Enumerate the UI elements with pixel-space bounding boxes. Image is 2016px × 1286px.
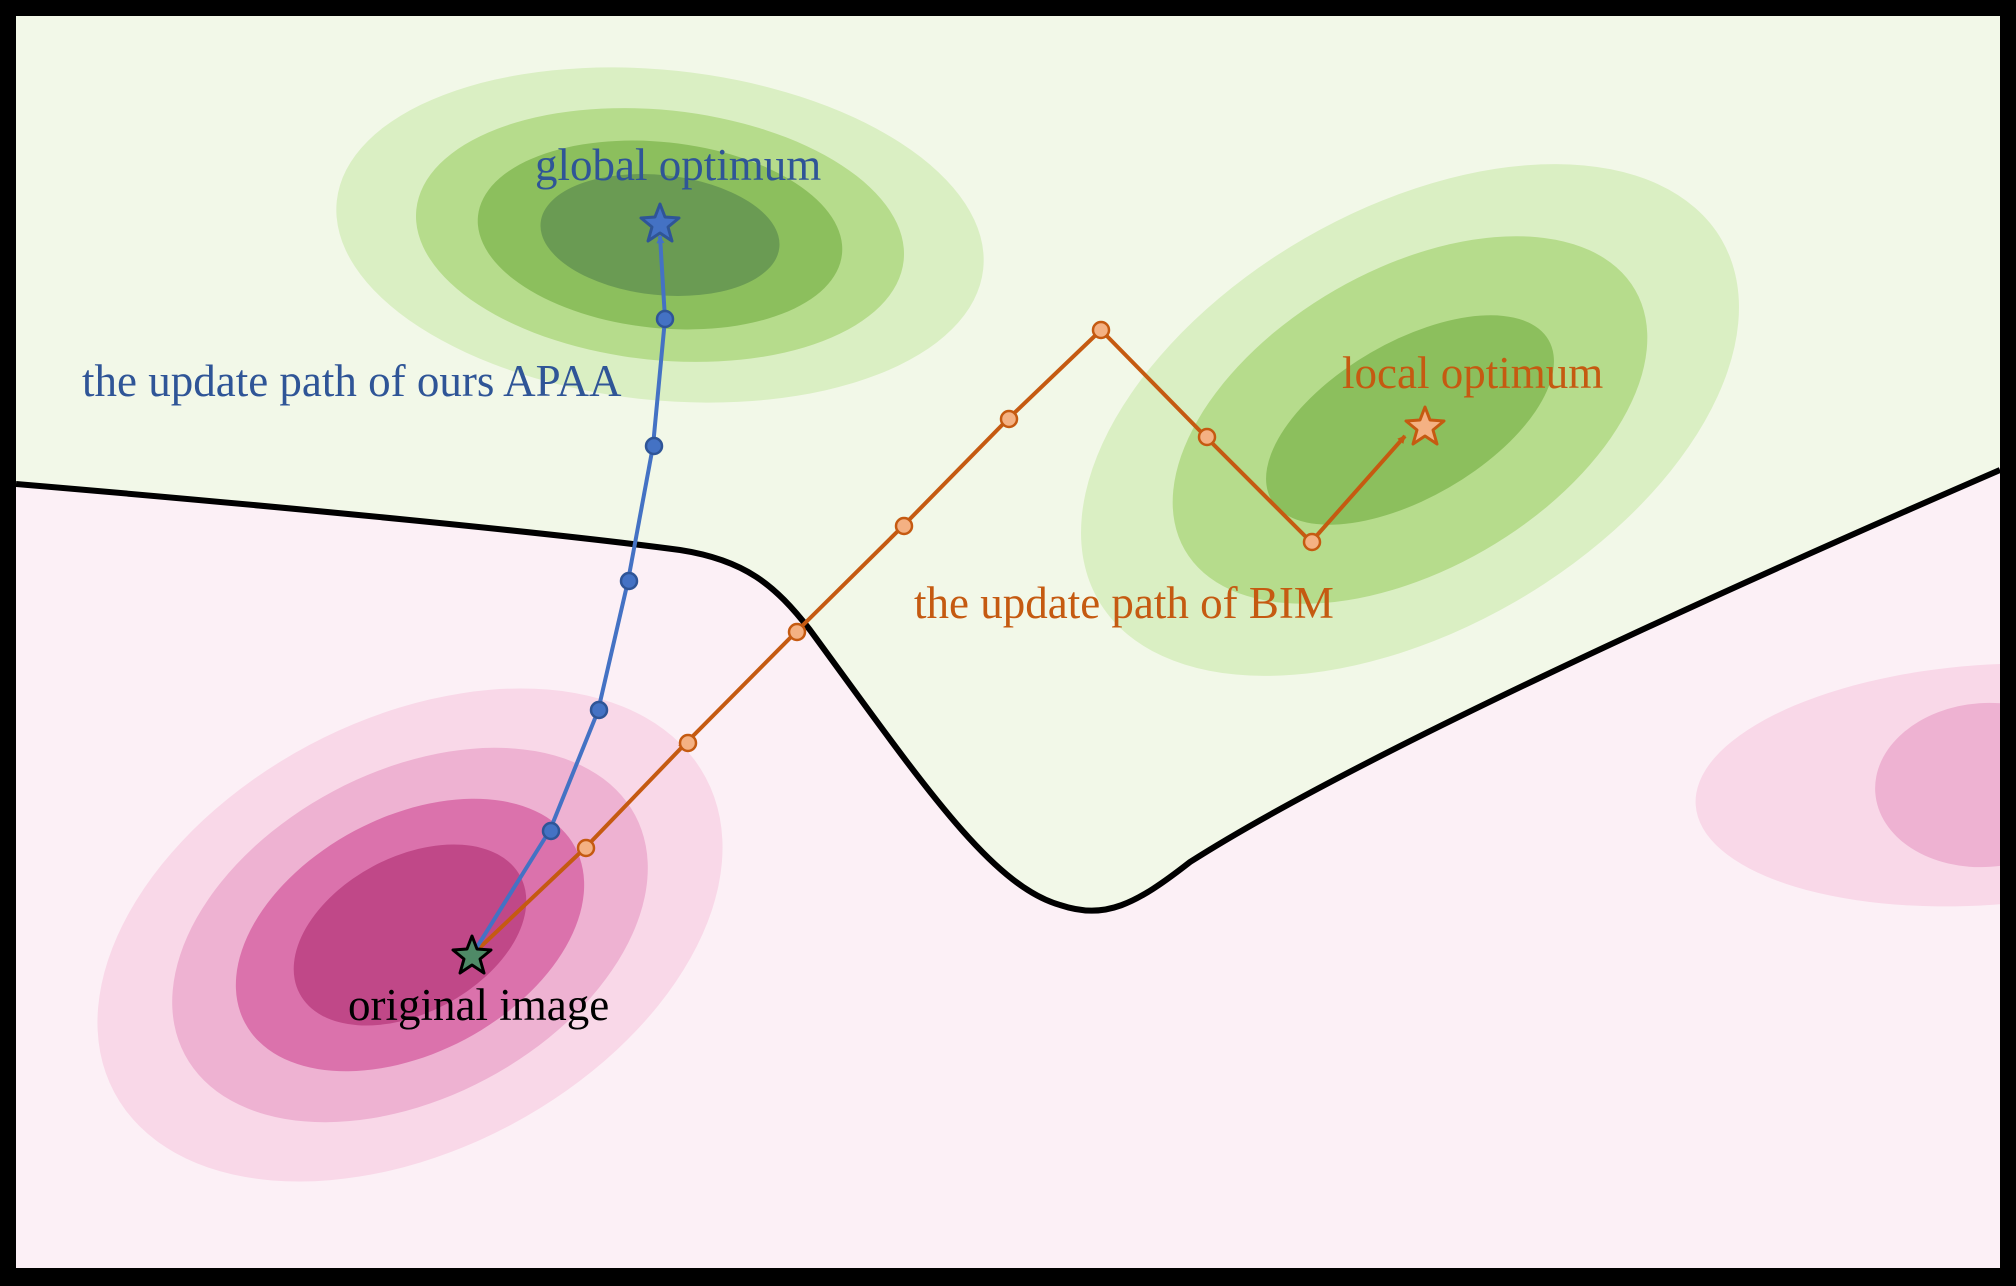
bim-step-marker bbox=[678, 733, 698, 753]
bim-step-marker bbox=[999, 409, 1019, 429]
bim-step-marker bbox=[894, 516, 914, 536]
local-optimum-label: local optimum bbox=[1342, 348, 1603, 398]
apaa-step-markers bbox=[541, 309, 675, 841]
global-optimum-star-icon bbox=[639, 202, 681, 243]
original-image-contours bbox=[97, 688, 723, 1182]
local-optimum-star-icon bbox=[1404, 405, 1446, 446]
apaa-step-marker bbox=[619, 571, 639, 591]
decision-boundary bbox=[16, 467, 2000, 914]
bim-update-path bbox=[470, 328, 1407, 957]
bim-path-label: the update path of BIM bbox=[914, 578, 1334, 628]
right-pink-contours bbox=[1695, 663, 2000, 907]
global-optimum-label: global optimum bbox=[535, 140, 821, 190]
apaa-step-marker bbox=[541, 821, 561, 841]
bim-step-marker bbox=[787, 622, 807, 642]
bim-step-marker bbox=[1302, 532, 1322, 552]
bim-step-marker bbox=[576, 838, 596, 858]
apaa-step-marker bbox=[644, 436, 664, 456]
apaa-step-marker bbox=[589, 700, 609, 720]
bim-step-marker bbox=[1091, 320, 1111, 340]
global-optimum-contours bbox=[336, 67, 984, 403]
bim-step-markers bbox=[576, 320, 1322, 858]
apaa-update-path bbox=[470, 235, 669, 957]
apaa-path-label: the update path of ours APAA bbox=[82, 356, 622, 406]
original-image-star-icon bbox=[451, 934, 493, 975]
original-image-label: original image bbox=[348, 980, 609, 1030]
apaa-step-marker bbox=[655, 309, 675, 329]
bim-step-marker bbox=[1197, 427, 1217, 447]
